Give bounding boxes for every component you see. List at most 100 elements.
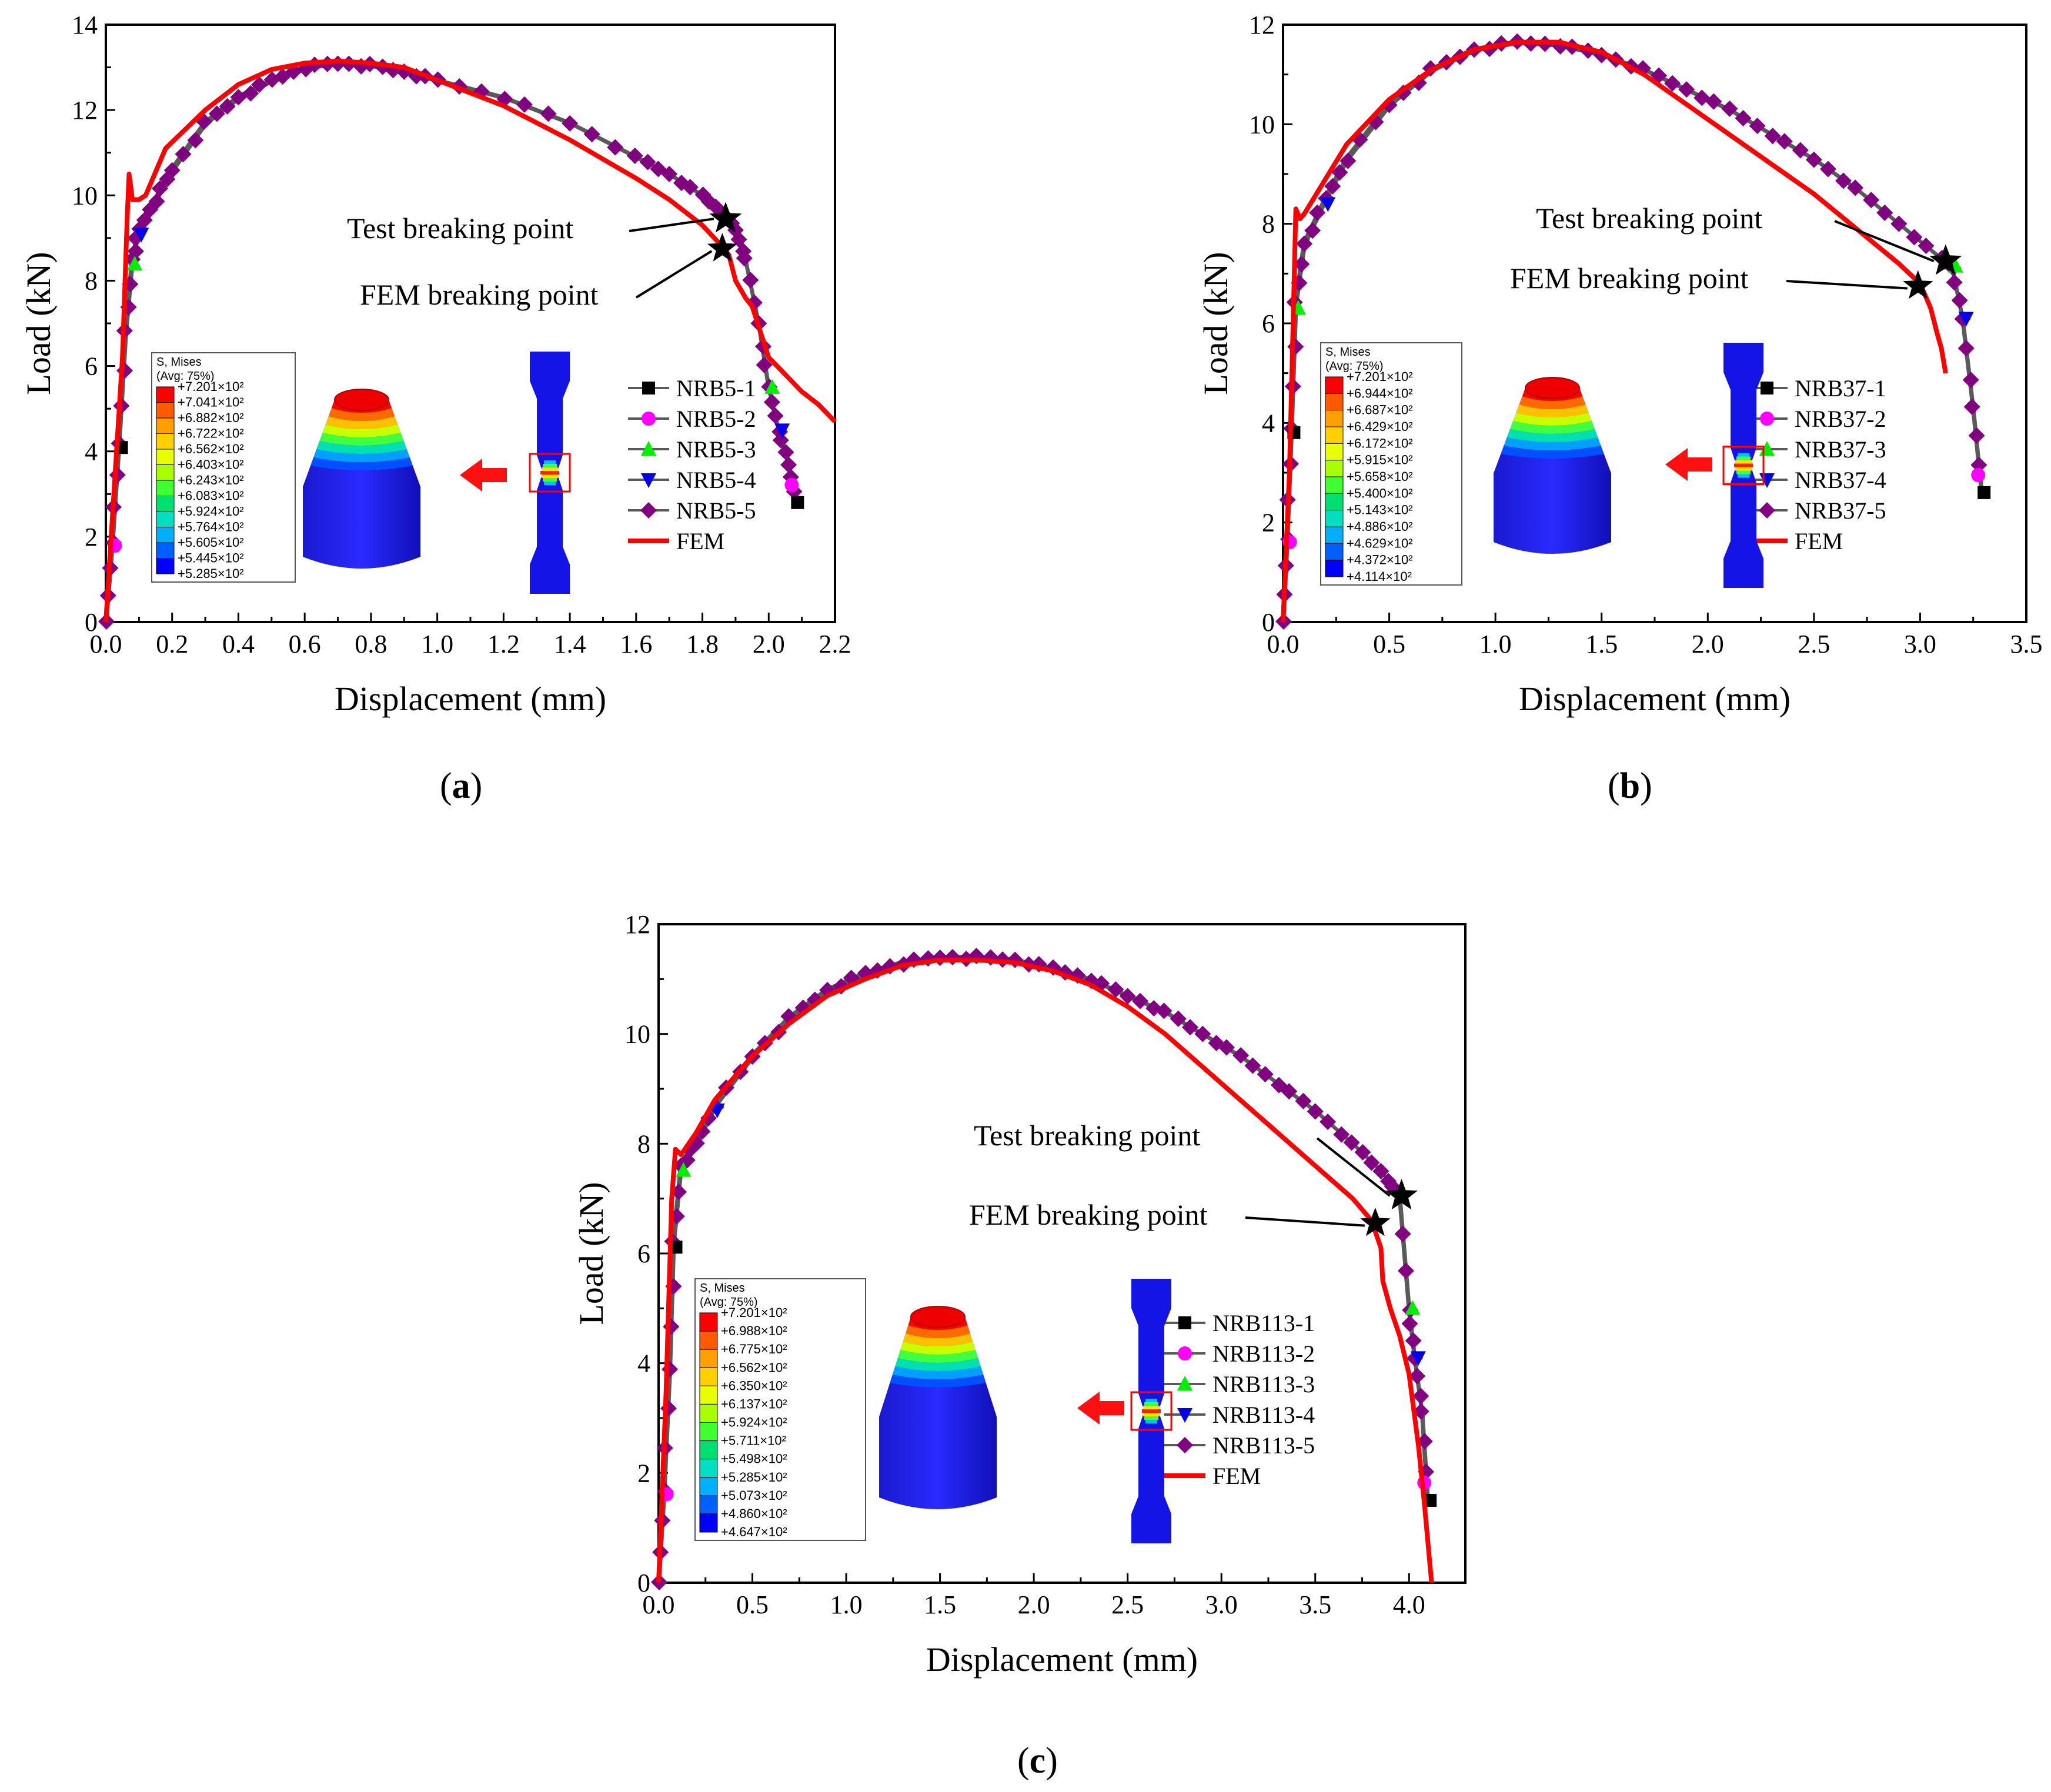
data-point xyxy=(1170,1010,1187,1027)
x-tick-label: 0.5 xyxy=(1373,630,1405,658)
test-break-star xyxy=(1929,244,1962,275)
data-point xyxy=(1397,1262,1414,1279)
data-point xyxy=(1412,1388,1429,1405)
data-point xyxy=(151,180,168,197)
legend: NRB5-1 NRB5-2 NRB5-3 NRB5-4 NRB5-5 FEM xyxy=(628,375,756,554)
contour-swatch xyxy=(156,449,175,465)
data-point xyxy=(1401,1315,1418,1332)
data-point xyxy=(1320,1114,1337,1130)
x-tick-label: 2.5 xyxy=(1798,630,1830,658)
data-point xyxy=(1876,204,1893,221)
contour-swatch xyxy=(1325,493,1344,511)
data-point xyxy=(540,105,557,122)
fem-break-leader xyxy=(1786,280,1908,290)
contour-header-title: S, Mises xyxy=(156,356,202,369)
data-point xyxy=(736,250,753,267)
contour-swatch xyxy=(699,1367,718,1386)
data-point xyxy=(709,1104,725,1118)
contour-value: +5.658×10² xyxy=(1347,469,1413,484)
contour-legend-frame xyxy=(1320,342,1462,586)
x-tick-label: 1.2 xyxy=(487,630,520,658)
specimen-neck-band xyxy=(540,471,559,474)
y-tick-label: 10 xyxy=(72,181,98,210)
contour-swatch xyxy=(156,480,175,496)
contour-value: +6.562×10² xyxy=(178,442,244,456)
contour-swatch xyxy=(1325,526,1344,544)
legend-marker-5 xyxy=(640,502,657,519)
x-tick-label: 4.0 xyxy=(1393,1590,1425,1619)
contour-value: +6.350×10² xyxy=(721,1378,787,1393)
contour-value: +6.243×10² xyxy=(178,473,244,487)
contour-value: +6.137×10² xyxy=(721,1396,787,1411)
specimen-neck-band xyxy=(1738,474,1749,478)
legend-entry: NRB5-1 xyxy=(676,375,756,402)
y-tick-label: 2 xyxy=(637,1459,650,1487)
test-break-label: Test breaking point xyxy=(974,1119,1200,1152)
specimen-neck-band xyxy=(1144,1402,1158,1406)
data-point xyxy=(208,105,225,122)
contour-value: +7.201×10² xyxy=(1347,369,1413,384)
data-point xyxy=(1678,81,1695,98)
specimen-neck-band xyxy=(544,482,556,485)
legend-entry: NRB113-3 xyxy=(1212,1371,1315,1398)
x-tick-label: 1.5 xyxy=(1585,630,1618,658)
legend: NRB37-1 NRB37-2 NRB37-3 NRB37-4 NRB37-5 FEM xyxy=(1746,375,1886,554)
y-tick-label: 0 xyxy=(637,1569,650,1597)
contour-band xyxy=(1504,437,1601,450)
data-point xyxy=(1333,1126,1350,1143)
contour-swatch xyxy=(699,1349,718,1368)
y-tick-label: 4 xyxy=(637,1349,650,1378)
data-point xyxy=(756,356,773,373)
contour-band xyxy=(1513,413,1592,426)
data-point xyxy=(1295,1092,1312,1109)
contour-value: +6.775×10² xyxy=(721,1342,787,1356)
legend-entry: FEM xyxy=(1212,1463,1261,1489)
specimen-neck-band xyxy=(1144,1416,1158,1420)
legend-marker-4 xyxy=(641,473,656,488)
contour-band xyxy=(325,416,398,429)
contour-value: +5.915×10² xyxy=(1347,453,1413,467)
fem-break-star xyxy=(1903,270,1933,299)
contour-band xyxy=(1516,404,1589,417)
contour-swatch xyxy=(156,527,175,543)
data-point xyxy=(772,432,789,449)
legend-marker-2 xyxy=(1178,1346,1192,1360)
y-tick-label: 6 xyxy=(85,352,98,381)
y-tick-label: 8 xyxy=(1262,210,1275,239)
data-point xyxy=(1354,1144,1371,1161)
data-point xyxy=(516,96,533,113)
fem-break-leader xyxy=(1245,1216,1365,1227)
legend-entry: NRB37-3 xyxy=(1795,436,1886,463)
data-point xyxy=(1412,1403,1429,1420)
contour-swatch xyxy=(156,496,175,512)
contour-value: +5.285×10² xyxy=(178,566,244,581)
contour-swatch xyxy=(1325,510,1344,527)
data-point xyxy=(1410,1351,1426,1366)
contour-band xyxy=(1501,446,1604,459)
fem-break-label: FEM breaking point xyxy=(969,1198,1208,1231)
data-point xyxy=(682,179,699,196)
data-point xyxy=(1257,1066,1274,1083)
y-tick-label: 14 xyxy=(72,11,98,39)
legend-marker-3 xyxy=(1177,1376,1192,1390)
data-point xyxy=(1906,229,1923,246)
contour-value: +4.372×10² xyxy=(1347,553,1413,567)
contour-swatch xyxy=(1325,476,1344,494)
fem-break-label: FEM breaking point xyxy=(1510,262,1749,295)
x-tick-label: 3.5 xyxy=(2010,630,2043,658)
data-point xyxy=(660,1400,677,1417)
contour-swatch xyxy=(156,511,175,527)
data-point xyxy=(1244,1057,1261,1074)
contour-header-avg: (Avg: 75%) xyxy=(156,370,215,383)
y-tick-label: 12 xyxy=(72,96,98,125)
left-arrow-icon xyxy=(1665,448,1712,481)
specimen-top-face xyxy=(334,389,389,411)
legend: NRB113-1 NRB113-2 NRB113-3 NRB113-4 NRB113-5… xyxy=(1164,1310,1315,1489)
contour-value: +6.172×10² xyxy=(1347,436,1413,450)
legend-marker-3 xyxy=(641,441,656,456)
legend-entry: NRB113-2 xyxy=(1212,1340,1315,1367)
data-point xyxy=(562,115,579,132)
x-tick-label: 1.6 xyxy=(620,630,652,658)
contour-swatch xyxy=(1325,393,1344,411)
